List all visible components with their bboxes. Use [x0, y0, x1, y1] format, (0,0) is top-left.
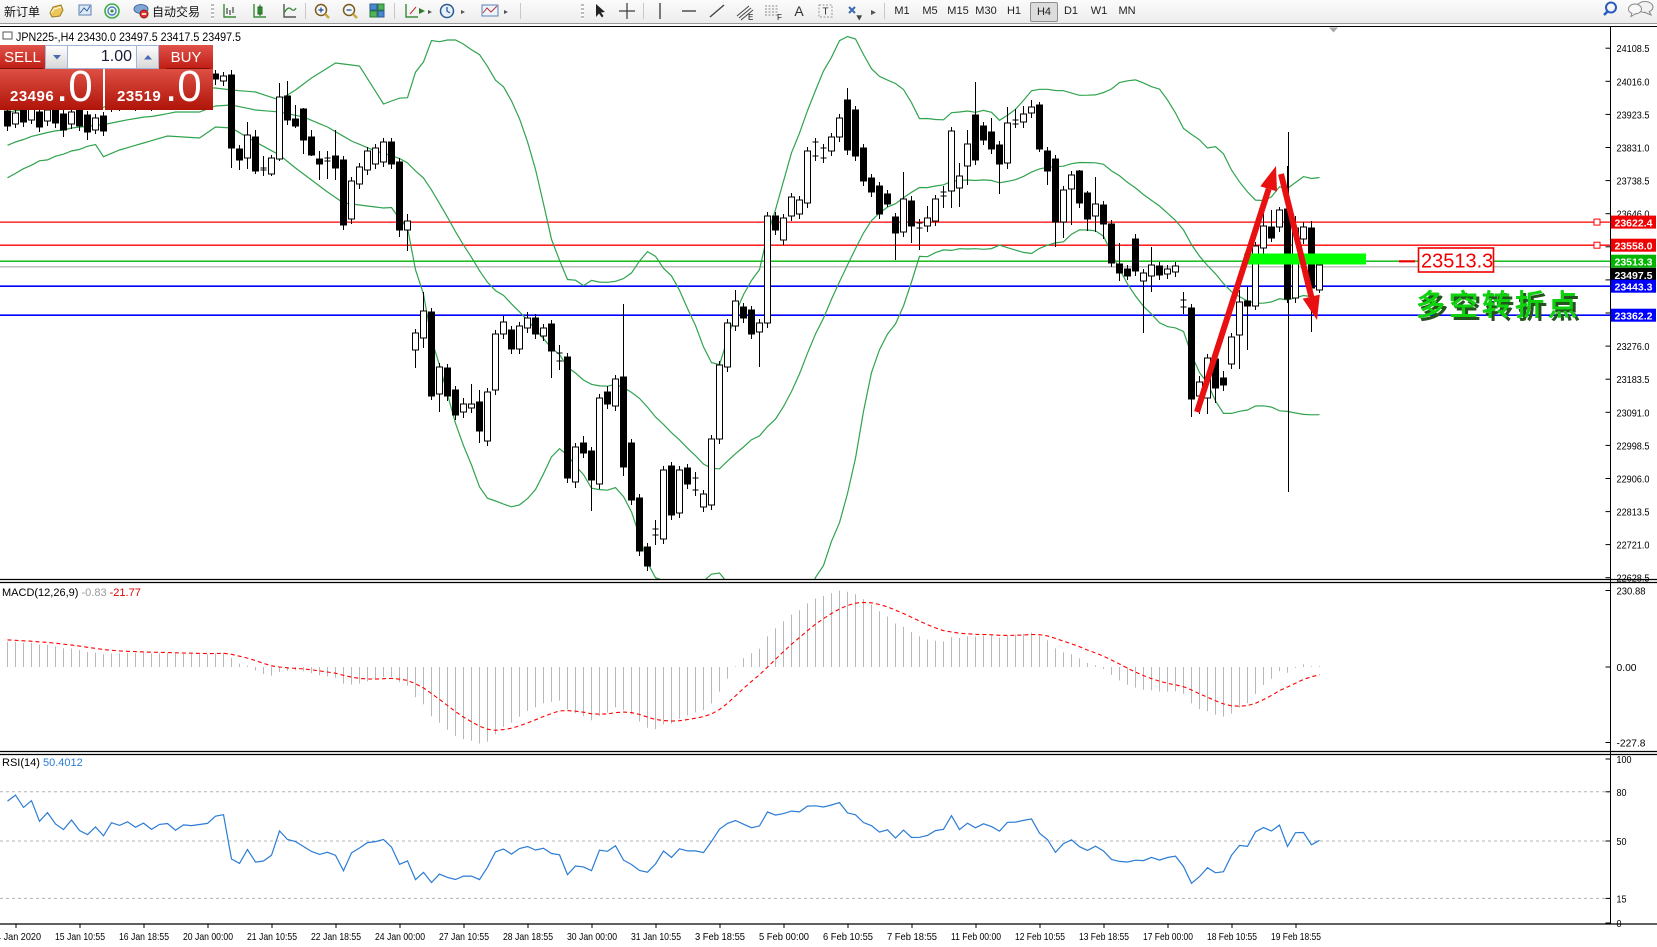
svg-text:23183.5: 23183.5: [1617, 375, 1650, 386]
svg-text:3 Feb 18:55: 3 Feb 18:55: [695, 931, 745, 943]
svg-text:多空转折点: 多空转折点: [1416, 288, 1581, 322]
svg-text:100: 100: [1617, 755, 1632, 766]
svg-text:23497.5: 23497.5: [1615, 270, 1653, 282]
svg-text:23276.0: 23276.0: [1617, 342, 1650, 353]
svg-text:23513.3: 23513.3: [1615, 257, 1653, 269]
svg-text:22906.0: 22906.0: [1617, 475, 1650, 486]
svg-text:6 Feb 10:55: 6 Feb 10:55: [823, 931, 873, 943]
svg-text:15: 15: [1617, 894, 1627, 905]
svg-text:23513.3: 23513.3: [1421, 251, 1493, 273]
svg-text:17 Feb 00:00: 17 Feb 00:00: [1143, 931, 1193, 943]
svg-text:23622.4: 23622.4: [1615, 218, 1653, 230]
svg-text:28 Jan 18:55: 28 Jan 18:55: [503, 931, 553, 943]
svg-text:11 Feb 00:00: 11 Feb 00:00: [951, 931, 1001, 943]
svg-text:20 Jan 00:00: 20 Jan 00:00: [183, 931, 233, 943]
svg-text:19 Feb 18:55: 19 Feb 18:55: [1271, 931, 1321, 943]
svg-text:MACD(12,26,9) -0.83 -21.77: MACD(12,26,9) -0.83 -21.77: [2, 587, 141, 599]
svg-text:23558.0: 23558.0: [1615, 241, 1653, 253]
svg-text:18 Feb 10:55: 18 Feb 10:55: [1207, 931, 1257, 943]
svg-text:13 Feb 18:55: 13 Feb 18:55: [1079, 931, 1129, 943]
svg-text:-227.8: -227.8: [1617, 739, 1646, 750]
svg-text:14 Jan 2020: 14 Jan 2020: [0, 931, 41, 943]
svg-text:22813.5: 22813.5: [1617, 508, 1650, 519]
svg-text:22 Jan 18:55: 22 Jan 18:55: [311, 931, 361, 943]
svg-text:RSI(14) 50.4012: RSI(14) 50.4012: [2, 757, 83, 769]
svg-text:24016.0: 24016.0: [1617, 77, 1650, 88]
svg-text:JPN225-,H4 23430.0 23497.5 23: JPN225-,H4 23430.0 23497.5 23417.5 23497…: [16, 30, 241, 44]
svg-text:0.00: 0.00: [1617, 663, 1637, 674]
svg-text:22998.5: 22998.5: [1617, 441, 1650, 452]
svg-text:31 Jan 10:55: 31 Jan 10:55: [631, 931, 681, 943]
svg-text:16 Jan 18:55: 16 Jan 18:55: [119, 931, 169, 943]
svg-text:21 Jan 10:55: 21 Jan 10:55: [247, 931, 297, 943]
svg-text:30 Jan 00:00: 30 Jan 00:00: [567, 931, 617, 943]
svg-text:24108.5: 24108.5: [1617, 44, 1650, 55]
svg-text:T: T: [823, 7, 829, 18]
svg-text:7 Feb 18:55: 7 Feb 18:55: [887, 931, 937, 943]
svg-text:F: F: [777, 13, 782, 22]
svg-text:12 Feb 10:55: 12 Feb 10:55: [1015, 931, 1065, 943]
svg-text:0: 0: [1617, 919, 1622, 930]
svg-text:23362.2: 23362.2: [1615, 311, 1653, 323]
svg-text:80: 80: [1617, 788, 1627, 799]
svg-text:24 Jan 00:00: 24 Jan 00:00: [375, 931, 425, 943]
svg-text:23646.0: 23646.0: [1617, 210, 1650, 221]
svg-text:23831.0: 23831.0: [1617, 144, 1650, 155]
svg-text:27 Jan 10:55: 27 Jan 10:55: [439, 931, 489, 943]
svg-text:50: 50: [1617, 837, 1627, 848]
svg-text:23091.0: 23091.0: [1617, 408, 1650, 419]
svg-text:15 Jan 10:55: 15 Jan 10:55: [55, 931, 105, 943]
svg-text:230.88: 230.88: [1617, 587, 1646, 598]
svg-text:5 Feb 00:00: 5 Feb 00:00: [759, 931, 809, 943]
svg-text:23443.3: 23443.3: [1615, 282, 1653, 294]
svg-text:23738.5: 23738.5: [1617, 177, 1650, 188]
svg-text:22721.0: 22721.0: [1617, 541, 1650, 552]
svg-text:23923.5: 23923.5: [1617, 110, 1650, 121]
svg-text:E: E: [748, 13, 753, 22]
svg-text:多空转折点: 多空转折点: [1419, 291, 1584, 325]
